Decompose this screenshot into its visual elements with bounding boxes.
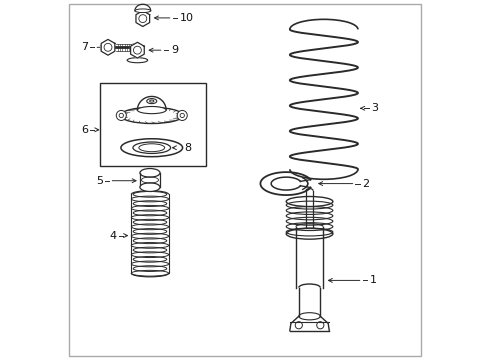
- Ellipse shape: [121, 139, 183, 157]
- Polygon shape: [136, 11, 149, 27]
- Ellipse shape: [135, 9, 151, 13]
- Text: 8: 8: [184, 143, 191, 153]
- Circle shape: [116, 111, 126, 121]
- Ellipse shape: [121, 107, 183, 123]
- Text: 9: 9: [171, 45, 178, 55]
- Ellipse shape: [140, 168, 160, 177]
- Text: 4: 4: [110, 231, 117, 240]
- Ellipse shape: [127, 58, 147, 63]
- Text: 1: 1: [370, 275, 377, 285]
- Circle shape: [177, 111, 187, 121]
- Polygon shape: [130, 42, 144, 58]
- Text: 3: 3: [371, 103, 379, 113]
- Ellipse shape: [137, 107, 166, 114]
- Text: 10: 10: [180, 13, 194, 23]
- Ellipse shape: [147, 99, 157, 104]
- Bar: [100, 83, 205, 166]
- Text: 2: 2: [363, 179, 370, 189]
- Polygon shape: [101, 40, 115, 55]
- Ellipse shape: [140, 183, 160, 192]
- Text: 7: 7: [81, 42, 88, 52]
- Text: 6: 6: [81, 125, 88, 135]
- Text: 5: 5: [97, 176, 103, 186]
- Ellipse shape: [133, 142, 171, 153]
